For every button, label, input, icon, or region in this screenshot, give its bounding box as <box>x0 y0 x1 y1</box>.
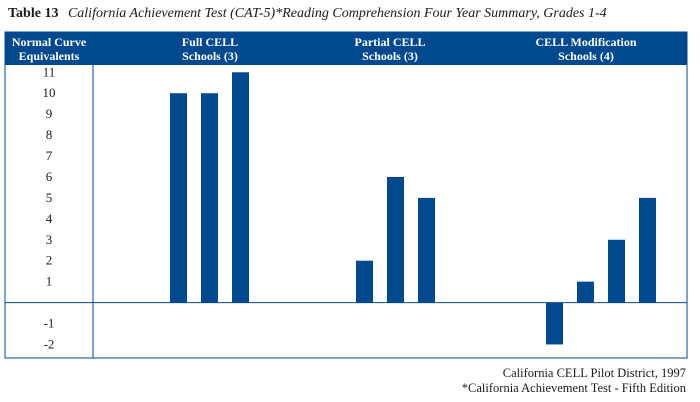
y-axis-label-line1: Normal Curve <box>12 35 87 49</box>
bar <box>418 197 435 303</box>
group-header-full-line1: Full CELL <box>182 35 238 49</box>
y-tick-label: 8 <box>46 127 53 142</box>
y-tick-label: 6 <box>46 169 53 184</box>
y-tick-label: 7 <box>46 148 53 163</box>
bar <box>356 260 373 303</box>
y-tick-label: 11 <box>43 64 56 79</box>
y-tick-label: -1 <box>44 316 55 331</box>
y-tick-label: 1 <box>46 274 53 289</box>
y-tick-label: 4 <box>46 211 53 226</box>
y-tick-label: 2 <box>46 253 53 268</box>
bar <box>577 281 594 303</box>
y-tick-label: 9 <box>46 106 53 121</box>
y-tick-label: 5 <box>46 190 53 205</box>
group-header-modification-line2: Schools (4) <box>558 49 614 63</box>
bar <box>546 302 563 345</box>
chart-title: California Achievement Test (CAT-5)*Read… <box>67 6 607 21</box>
group-header-partial-line2: Schools (3) <box>362 49 418 63</box>
chart-title-row: Table 13 California Achievement Test (CA… <box>8 6 607 22</box>
bar <box>201 93 218 303</box>
chart-frame <box>4 31 688 359</box>
group-header-partial-line1: Partial CELL <box>355 35 426 49</box>
bar <box>639 197 656 303</box>
bars <box>170 72 656 345</box>
footnote: *California Achievement Test - Fifth Edi… <box>461 381 686 395</box>
source-note: California CELL Pilot District, 1997 <box>502 366 686 380</box>
y-tick-label: 10 <box>43 85 56 100</box>
group-header-full-line2: Schools (3) <box>182 49 238 63</box>
header-band <box>5 32 687 65</box>
table-label: Table 13 <box>8 6 59 21</box>
bar <box>608 239 625 303</box>
bar <box>387 176 404 303</box>
y-axis-label-line2: Equivalents <box>19 49 80 63</box>
y-tick-label: -2 <box>44 336 55 351</box>
group-header-modification-line1: CELL Modification <box>535 35 636 49</box>
y-tick-labels: 11 10 9 8 7 6 5 4 3 2 1 -1 -2 <box>43 64 56 351</box>
bar <box>232 72 249 303</box>
bar <box>170 93 187 303</box>
y-tick-label: 3 <box>46 232 53 247</box>
